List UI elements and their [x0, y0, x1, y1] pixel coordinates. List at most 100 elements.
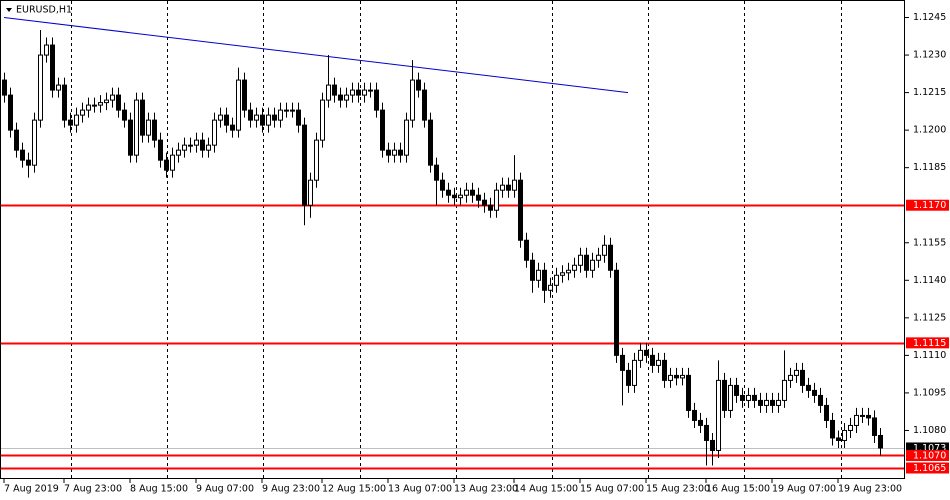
- candle-body: [404, 119, 409, 156]
- candle-body: [320, 99, 325, 141]
- candle-body: [452, 194, 457, 199]
- candle-body: [458, 194, 463, 199]
- candle-body: [188, 144, 193, 147]
- candle-body: [62, 84, 67, 121]
- candle-body: [230, 124, 235, 131]
- candle-body: [176, 149, 181, 156]
- candle-body: [368, 89, 373, 92]
- candle-body: [56, 84, 61, 91]
- candle-body: [110, 94, 115, 101]
- candle-body: [572, 264, 577, 271]
- candle-body: [68, 119, 73, 126]
- candle-body: [614, 269, 619, 356]
- candle-body: [50, 44, 55, 91]
- candle-body: [74, 114, 79, 126]
- candle-body: [818, 394, 823, 406]
- candle-body: [866, 414, 871, 419]
- candle-body: [680, 374, 685, 379]
- y-tick-label: 1.1245: [913, 12, 946, 23]
- candle-body: [878, 434, 883, 449]
- candle-body: [254, 114, 259, 121]
- candle-body: [554, 274, 559, 286]
- candle-body: [152, 119, 157, 141]
- menu-arrow[interactable]: [6, 8, 12, 12]
- candle-body: [128, 119, 133, 156]
- candle-body: [500, 184, 505, 191]
- candle-body: [200, 139, 205, 151]
- candle-body: [656, 359, 661, 366]
- candle-body: [764, 399, 769, 406]
- candle-body: [686, 374, 691, 411]
- candle-body: [542, 269, 547, 291]
- candle-body: [278, 109, 283, 121]
- candle-body: [224, 114, 229, 126]
- y-tick-label: 1.1140: [913, 275, 946, 286]
- candle-body: [440, 179, 445, 191]
- chart-title: EURUSD,H1: [16, 5, 72, 16]
- candle-body: [824, 404, 829, 421]
- candle-body: [362, 89, 367, 96]
- candle-body: [290, 109, 295, 112]
- x-tick-label: 16 Aug 15:00: [706, 484, 770, 495]
- candle-body: [590, 259, 595, 271]
- candle-body: [806, 384, 811, 391]
- level-label: 1.1115: [913, 338, 946, 349]
- candle-body: [392, 149, 397, 156]
- candle-body: [308, 179, 313, 206]
- candle-body: [758, 399, 763, 406]
- x-tick-label: 19 Aug 07:00: [772, 484, 836, 495]
- x-tick-label: 7 Aug 23:00: [64, 484, 122, 495]
- candle-body: [242, 79, 247, 111]
- y-tick-label: 1.1215: [913, 87, 946, 98]
- candle-body: [272, 114, 277, 121]
- candle-body: [182, 144, 187, 151]
- y-tick-label: 1.1125: [913, 312, 946, 323]
- x-tick-label: 19 Aug 23:00: [838, 484, 902, 495]
- candle-body: [872, 417, 877, 436]
- candle-body: [836, 437, 841, 441]
- candle-body: [488, 204, 493, 211]
- candle-body: [740, 394, 745, 401]
- candle-body: [302, 124, 307, 206]
- candle-body: [848, 424, 853, 431]
- candle-body: [140, 99, 145, 136]
- candle-body: [356, 89, 361, 96]
- candle-body: [476, 194, 481, 201]
- candle-body: [44, 44, 49, 56]
- candle-body: [332, 84, 337, 96]
- candle-body: [662, 359, 667, 381]
- candle-body: [428, 119, 433, 166]
- candle-body: [800, 369, 805, 386]
- candle-body: [410, 79, 415, 121]
- candle-body: [326, 84, 331, 101]
- level-label-box: [906, 199, 949, 211]
- candle-body: [260, 114, 265, 126]
- y-tick-label: 1.1080: [913, 425, 946, 436]
- candle-body: [716, 379, 721, 451]
- candle-body: [632, 359, 637, 386]
- candle-body: [512, 179, 517, 191]
- candle-body: [284, 109, 289, 112]
- candle-body: [38, 54, 43, 121]
- candle-body: [560, 272, 565, 276]
- level-label-box: [906, 462, 949, 474]
- candle-body: [620, 354, 625, 371]
- candle-body: [146, 119, 151, 136]
- candle-body: [32, 119, 37, 166]
- candle-body: [566, 269, 571, 274]
- candle-body: [518, 179, 523, 241]
- level-label-box: [906, 337, 949, 349]
- candle-body: [86, 104, 91, 111]
- candle-body: [236, 79, 241, 131]
- level-label: 1.1073: [913, 443, 946, 454]
- candle-body: [248, 109, 253, 121]
- candle-body: [608, 244, 613, 271]
- level-label-box: [906, 442, 949, 454]
- candle-body: [416, 79, 421, 91]
- candle-body: [644, 349, 649, 356]
- candle-body: [842, 429, 847, 441]
- candle-body: [668, 374, 673, 381]
- candle-body: [434, 164, 439, 181]
